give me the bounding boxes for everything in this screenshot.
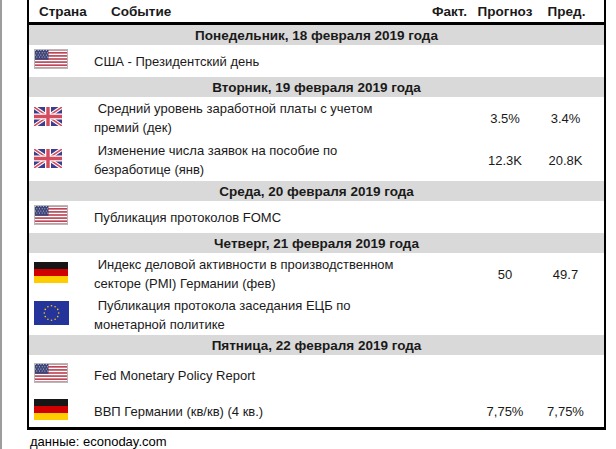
forecast-value: 7,75%	[473, 395, 537, 429]
germany-flag-icon	[34, 262, 68, 283]
previous-value: 3.4%	[537, 97, 605, 139]
event-row-fed-report: Fed Monetary Policy Report	[28, 355, 605, 395]
event-label: Публикация протокола заседания ЕЦБ по мо…	[94, 296, 406, 334]
data-source-note: данные: econoday.com	[30, 434, 616, 449]
germany-flag-icon	[34, 399, 68, 420]
previous-value: 49.7	[537, 253, 605, 295]
day-header-label: Вторник, 19 февраля 2019 года	[28, 77, 605, 97]
day-header-row-monday: Понедельник, 18 февраля 2019 года	[28, 24, 605, 46]
column-header-previous: Пред.	[537, 0, 605, 24]
usa-flag-icon	[34, 49, 68, 69]
screenshot-left-edge	[0, 0, 2, 449]
day-header-row-thursday: Четверг, 21 февраля 2019 года	[28, 233, 605, 253]
column-header-row: Страна Событие Факт. Прогноз Пред.	[28, 0, 605, 24]
economic-calendar-table: Страна Событие Факт. Прогноз Пред. Понед…	[27, 0, 606, 430]
day-header-label: Пятница, 22 февраля 2019 года	[28, 335, 605, 355]
previous-value: 20.8K	[537, 139, 605, 181]
usa-flag-icon	[34, 205, 68, 225]
eu-flag-icon	[34, 301, 69, 325]
forecast-value	[473, 355, 537, 395]
usa-flag-icon	[34, 363, 68, 383]
uk-flag-icon	[34, 149, 62, 168]
previous-value: 7,75%	[537, 395, 605, 429]
forecast-value: 50	[473, 253, 537, 295]
previous-value	[537, 355, 605, 395]
fact-value	[426, 139, 473, 181]
day-header-label: Среда, 20 февраля 2019 года	[28, 181, 605, 201]
fact-value	[426, 395, 473, 429]
event-label: Средний уровень заработной платы с учето…	[94, 99, 406, 137]
forecast-value: 3.5%	[473, 97, 537, 139]
event-row-fomc-minutes: Публикация протоколов FOMC	[28, 201, 605, 233]
day-header-row-friday: Пятница, 22 февраля 2019 года	[28, 335, 605, 355]
event-row-germany-gdp: ВВП Германии (кв/кв) (4 кв.) 7,75% 7,75%	[28, 395, 605, 429]
event-label: Индекс деловой активности в производстве…	[94, 255, 406, 293]
event-label: США - Президентский день	[94, 52, 406, 71]
forecast-value	[473, 201, 537, 233]
column-header-country: Страна	[28, 0, 91, 24]
day-header-label: Четверг, 21 февраля 2019 года	[28, 233, 605, 253]
column-header-forecast: Прогноз	[473, 0, 537, 24]
event-row-uk-claimant-count: Изменение числа заявок на пособие по без…	[28, 139, 605, 181]
forecast-value	[473, 45, 537, 77]
fact-value	[426, 253, 473, 295]
day-header-label: Понедельник, 18 февраля 2019 года	[28, 24, 605, 46]
event-row-ecb-minutes: Публикация протокола заседания ЕЦБ по мо…	[28, 295, 605, 335]
event-label: Публикация протоколов FOMC	[94, 208, 406, 227]
day-header-row-wednesday: Среда, 20 февраля 2019 года	[28, 181, 605, 201]
column-header-event: Событие	[91, 0, 426, 24]
column-header-fact: Факт.	[426, 0, 473, 24]
event-label: ВВП Германии (кв/кв) (4 кв.)	[94, 402, 406, 421]
fact-value	[426, 295, 473, 335]
fact-value	[426, 355, 473, 395]
fact-value	[426, 45, 473, 77]
fact-value	[426, 201, 473, 233]
forecast-value	[473, 295, 537, 335]
fact-value	[426, 97, 473, 139]
event-label: Fed Monetary Policy Report	[94, 366, 406, 385]
previous-value	[537, 201, 605, 233]
event-row-germany-pmi: Индекс деловой активности в производстве…	[28, 253, 605, 295]
forecast-value: 12.3K	[473, 139, 537, 181]
event-row-presidents-day: США - Президентский день	[28, 45, 605, 77]
uk-flag-icon	[34, 107, 62, 126]
day-header-row-tuesday: Вторник, 19 февраля 2019 года	[28, 77, 605, 97]
previous-value	[537, 45, 605, 77]
event-row-uk-wages: Средний уровень заработной платы с учето…	[28, 97, 605, 139]
event-label: Изменение числа заявок на пособие по без…	[94, 141, 406, 179]
previous-value	[537, 295, 605, 335]
